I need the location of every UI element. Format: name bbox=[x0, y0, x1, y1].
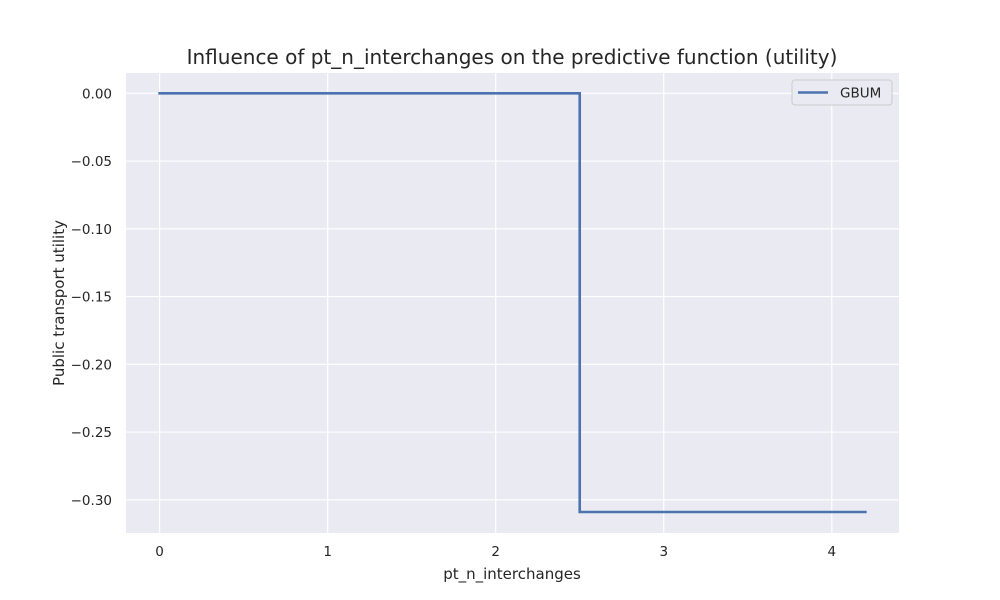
legend-box bbox=[791, 79, 893, 106]
y-tick-label: −0.25 bbox=[71, 425, 112, 441]
plot-area bbox=[126, 73, 899, 533]
series-line-gbum bbox=[158, 92, 867, 514]
chart-title: Influence of pt_n_interchanges on the pr… bbox=[187, 45, 838, 69]
x-tick-labels: 0 1 2 3 4 bbox=[155, 544, 836, 560]
legend-label: GBUM bbox=[840, 86, 881, 102]
y-tick-label: −0.15 bbox=[71, 290, 112, 306]
series-layer bbox=[158, 92, 867, 514]
y-tick-label: 0.00 bbox=[82, 86, 112, 102]
x-tick-label: 4 bbox=[827, 544, 836, 560]
x-tick-label: 0 bbox=[155, 544, 164, 560]
y-axis-label: Public transport utility bbox=[50, 220, 68, 386]
x-gridlines bbox=[159, 73, 833, 533]
y-tick-label: −0.30 bbox=[71, 493, 112, 509]
y-tick-labels: 0.00 −0.05 −0.10 −0.15 −0.20 −0.25 −0.30 bbox=[71, 86, 112, 508]
x-axis-label: pt_n_interchanges bbox=[443, 565, 581, 584]
x-tick-label: 2 bbox=[491, 544, 500, 560]
x-tick-label: 1 bbox=[323, 544, 332, 560]
legend: GBUM bbox=[791, 79, 893, 106]
x-tick-label: 3 bbox=[659, 544, 668, 560]
y-tick-label: −0.10 bbox=[71, 222, 112, 238]
y-tick-label: −0.05 bbox=[71, 154, 112, 170]
y-tick-label: −0.20 bbox=[71, 357, 112, 373]
